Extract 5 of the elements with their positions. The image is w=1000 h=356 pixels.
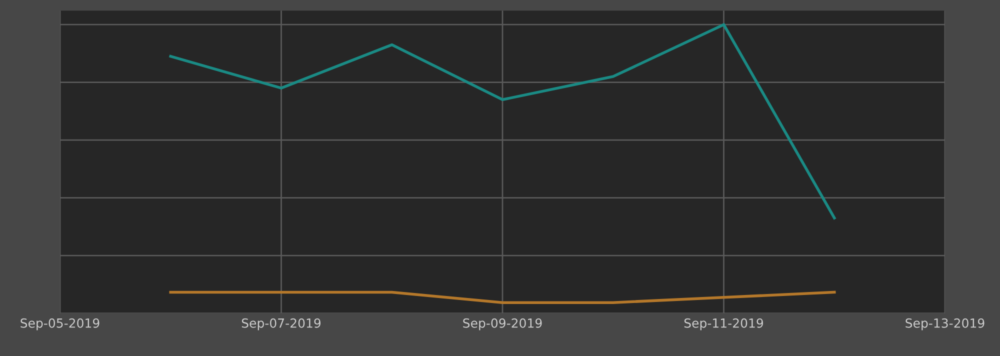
x-tick-label: Sep-13-2019 [906,318,984,330]
x-tick-label: Sep-09-2019 [463,318,542,330]
x-tick-label: Sep-07-2019 [242,318,321,330]
x-tick-label: Sep-05-2019 [20,318,100,330]
x-tick-label: Sep-11-2019 [684,318,764,330]
